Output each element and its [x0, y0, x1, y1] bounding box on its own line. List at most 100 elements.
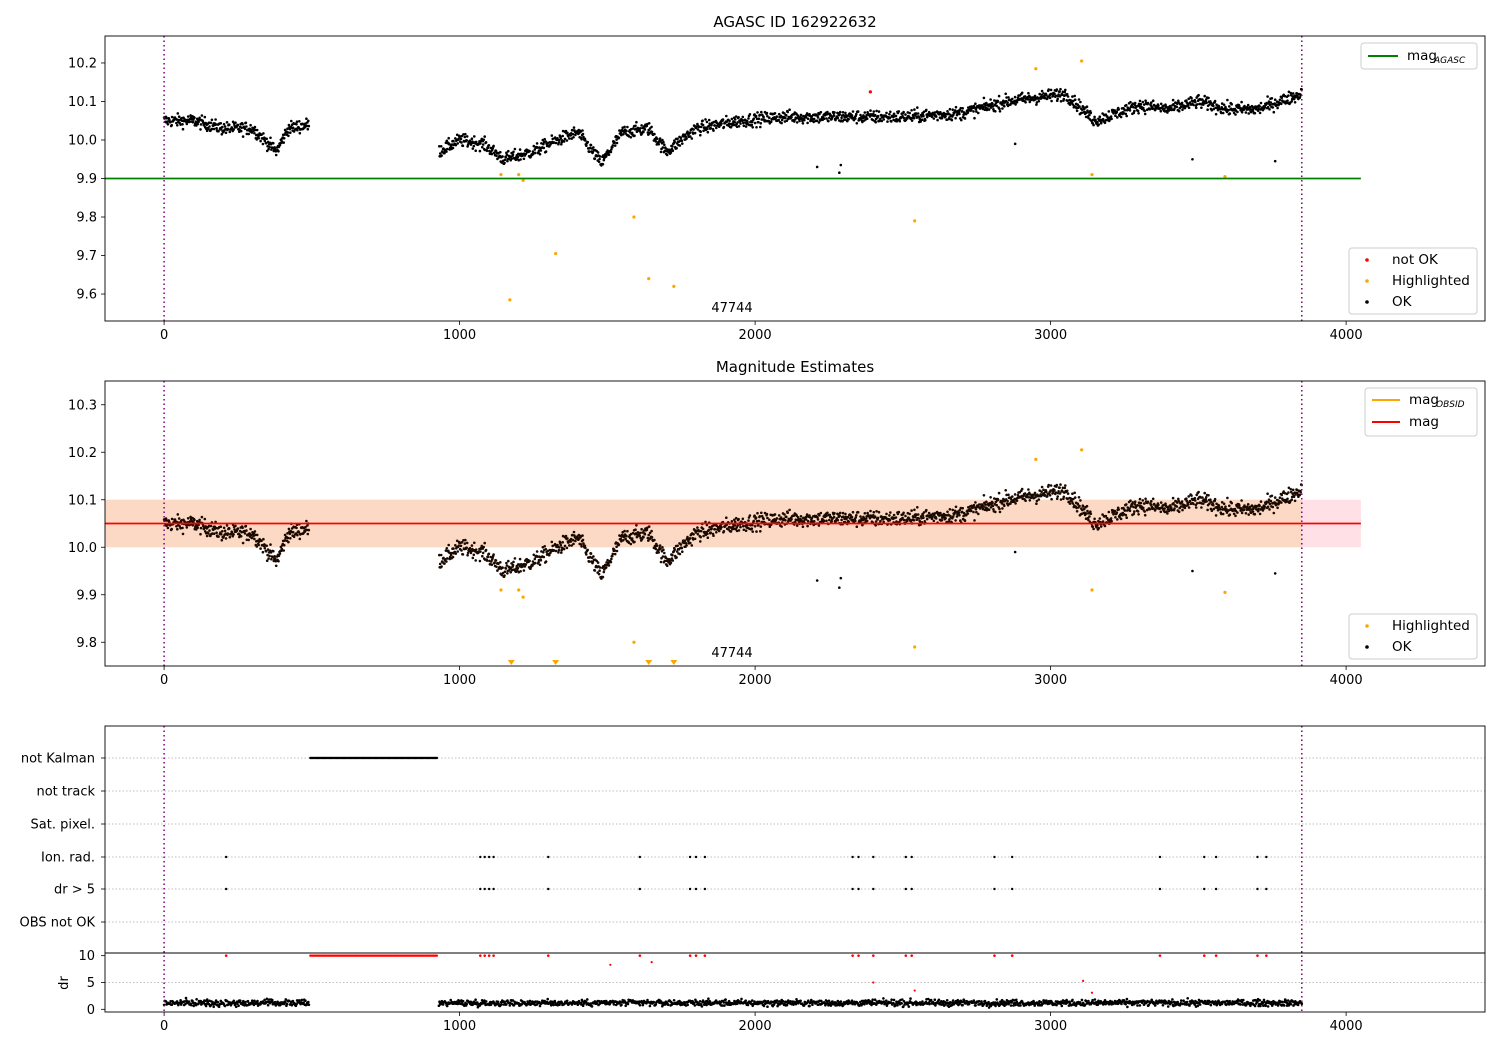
ok-point: [1193, 496, 1197, 500]
ok-point: [655, 137, 659, 141]
highlighted-point: [913, 645, 917, 649]
ok-point: [1177, 109, 1181, 113]
ok-point: [481, 554, 484, 558]
ok-point: [1273, 98, 1277, 101]
ok-point: [659, 140, 662, 143]
ok-point: [1068, 502, 1072, 505]
ok-point: [1177, 510, 1181, 514]
ok-point: [1214, 112, 1218, 116]
ion-rad-flag: [694, 855, 698, 859]
ok-point: [445, 560, 448, 563]
ok-point: [902, 518, 906, 522]
ok-point: [1143, 510, 1146, 513]
ok-point: [1064, 88, 1067, 92]
dr-point: [237, 1004, 240, 1008]
ok-point: [239, 535, 243, 538]
dr-point: [179, 999, 182, 1002]
ok-point: [1204, 496, 1208, 499]
ok-point: [640, 527, 643, 531]
ok-point: [793, 120, 796, 123]
ok-point: [1157, 503, 1160, 507]
ok-point: [1222, 103, 1226, 107]
ok-point: [836, 518, 840, 522]
ok-point: [554, 141, 558, 145]
ok-point: [1099, 525, 1103, 528]
ok-point: [737, 517, 740, 521]
ok-point: [462, 133, 465, 136]
ok-point: [1042, 92, 1045, 95]
ok-point: [841, 511, 845, 515]
ok-point: [485, 149, 489, 153]
ok-point: [460, 141, 463, 144]
ok-point: [869, 109, 872, 112]
ok-point: [733, 121, 737, 124]
ok-point: [785, 114, 788, 117]
ok-point: [512, 150, 515, 154]
ok-point: [704, 118, 707, 121]
ok-point: [826, 511, 829, 515]
ok-point: [203, 517, 207, 521]
dr-point: [192, 1004, 195, 1008]
ok-point: [1093, 115, 1096, 119]
ok-point: [596, 151, 600, 154]
ok-point: [1085, 111, 1088, 114]
ok-point: [611, 552, 615, 556]
ok-point: [741, 517, 745, 521]
ok-point: [1072, 99, 1075, 103]
ok-point: [742, 524, 745, 528]
ok-point: [681, 550, 684, 553]
ok-point: [483, 135, 487, 138]
ok-point: [925, 508, 928, 512]
ok-point: [957, 110, 961, 114]
ok-point: [977, 512, 980, 516]
ok-point: [958, 513, 961, 517]
ok-point: [1129, 499, 1132, 503]
ok-point: [501, 155, 504, 158]
ok-point: [1207, 96, 1210, 100]
dr-point: [256, 999, 259, 1003]
ok-point: [249, 527, 252, 531]
ok-point: [193, 518, 196, 522]
ok-point: [801, 525, 805, 528]
ok-point: [1240, 110, 1244, 114]
y-tick-label: 10.0: [68, 133, 97, 148]
ok-point: [633, 134, 636, 137]
ok-point: [972, 110, 975, 113]
ok-point: [1037, 498, 1041, 501]
ok-point: [1266, 492, 1269, 496]
ion-rad-flag: [872, 855, 875, 859]
ok-point: [1124, 112, 1128, 116]
ok-point: [1228, 112, 1232, 115]
ok-point: [270, 148, 273, 151]
ok-point: [589, 143, 593, 147]
ok-point: [1278, 496, 1282, 500]
ok-point: [1143, 513, 1147, 517]
ok-point: [1047, 88, 1050, 91]
ok-point: [1287, 491, 1290, 494]
ok-point: [812, 520, 816, 523]
ok-point: [1053, 488, 1056, 492]
ok-point: [989, 496, 992, 499]
panel2-annotation: 47744: [711, 646, 752, 661]
ok-point: [969, 109, 973, 112]
ok-point: [597, 572, 601, 576]
ok-point: [1144, 497, 1147, 501]
ok-point: [287, 123, 291, 127]
ok-point: [1073, 98, 1077, 101]
ok-point: [902, 116, 906, 120]
ok-point: [1259, 500, 1263, 503]
ok-point: [985, 101, 988, 105]
ok-point: [838, 514, 841, 518]
ok-point: [544, 140, 547, 143]
x-tick-label: 1000: [443, 673, 476, 688]
ok-point: [974, 102, 977, 105]
ok-point: [1013, 95, 1017, 99]
ok-point: [955, 515, 959, 518]
dr-flag: [638, 887, 642, 891]
dr-flag: [694, 887, 698, 891]
ion-rad-flag: [224, 855, 228, 859]
ok-point: [840, 116, 843, 120]
ok-point: [985, 500, 988, 504]
ok-point: [274, 564, 278, 568]
ok-point: [1056, 97, 1059, 101]
